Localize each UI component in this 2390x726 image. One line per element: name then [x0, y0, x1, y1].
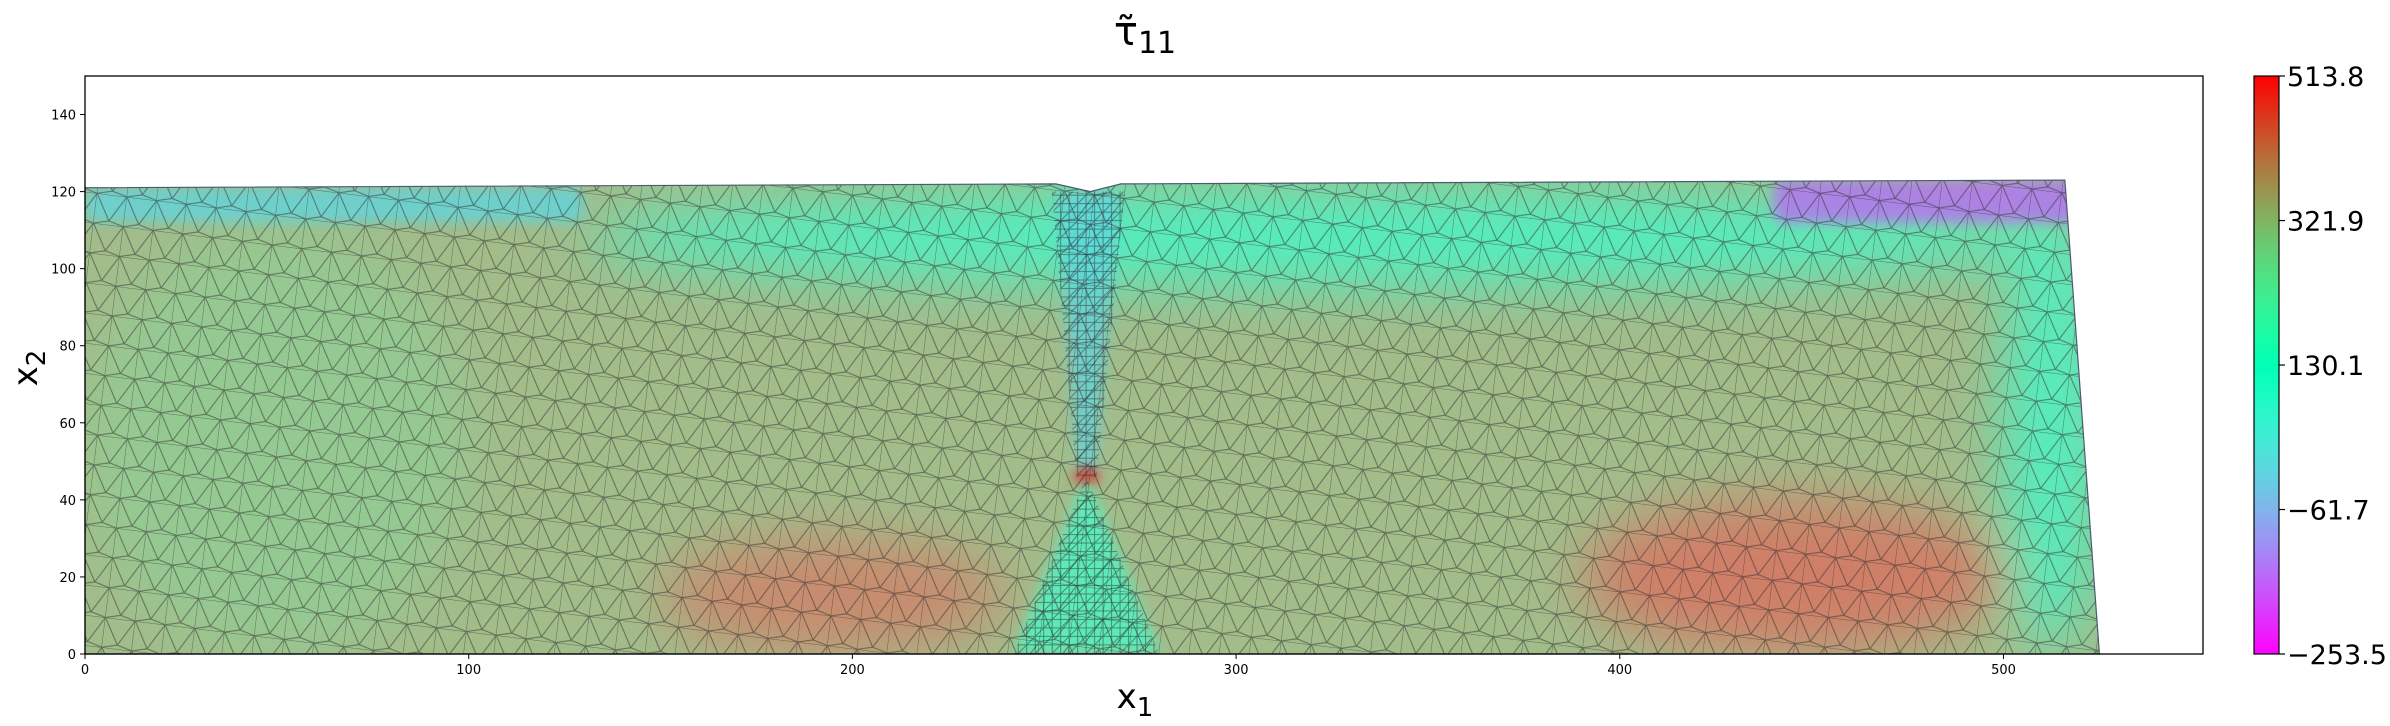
x-axis-label: x1 — [1117, 677, 1154, 723]
chart-title: τ̃11 — [1114, 9, 1176, 61]
y-tick-label: 60 — [59, 417, 76, 432]
y-tick-label: 0 — [68, 648, 76, 663]
x-axis-label-subscript: 1 — [1137, 693, 1154, 723]
y-axis-label-main: x — [6, 366, 46, 386]
domain-outline — [84, 179, 2101, 655]
x-tick-label: 100 — [456, 663, 481, 678]
y-tick-label: 40 — [59, 494, 76, 509]
y-tick-label: 100 — [51, 263, 76, 278]
colorbar-tick-label: −253.5 — [2287, 640, 2387, 671]
y-tick-label: 80 — [59, 340, 76, 355]
colorbar-tick-label: 321.9 — [2287, 207, 2364, 238]
stress-field — [85, 180, 2100, 655]
colorbar-ticks: −253.5 −61.7 130.1 321.9 513.8 — [2279, 62, 2387, 671]
y-axis-label: x2 — [6, 350, 52, 387]
chart-title-subscript: 11 — [1138, 26, 1176, 61]
x-tick-label: 0 — [81, 663, 89, 678]
x-tick-label: 400 — [1607, 663, 1632, 678]
x-axis-ticks: 0 100 200 300 400 500 — [81, 654, 2016, 678]
colorbar-tick-label: −61.7 — [2287, 496, 2370, 527]
chart-title-main: τ̃ — [1114, 9, 1138, 55]
colorbar-tick-label: 130.1 — [2287, 351, 2364, 382]
colorbar-tick-label: 513.8 — [2287, 62, 2364, 93]
mesh-refined-crack — [1051, 191, 1125, 477]
mesh-refined-fan — [1013, 476, 1160, 654]
y-axis-ticks: 0 20 40 60 80 100 120 140 — [51, 109, 85, 663]
y-tick-label: 140 — [51, 109, 76, 124]
y-axis-label-subscript: 2 — [22, 350, 52, 367]
x-tick-label: 500 — [1991, 663, 2016, 678]
colorbar — [2253, 75, 2280, 655]
axes-frame — [84, 75, 2204, 655]
y-tick-label: 20 — [59, 571, 76, 586]
x-axis-label-main: x — [1117, 677, 1137, 717]
x-tick-label: 200 — [840, 663, 865, 678]
y-tick-label: 120 — [51, 186, 76, 201]
x-tick-label: 300 — [1224, 663, 1249, 678]
